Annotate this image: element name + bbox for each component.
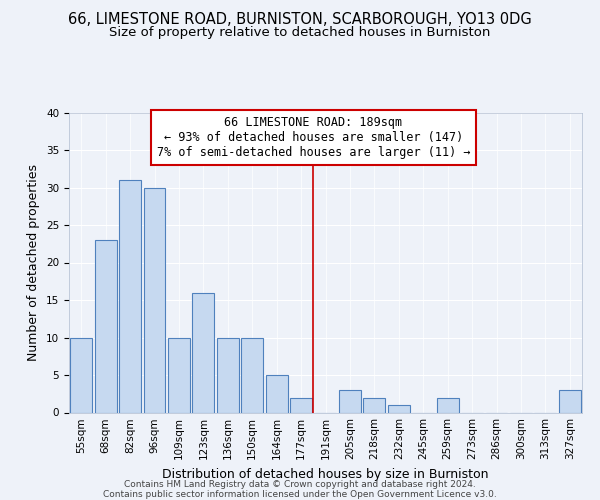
Text: Contains public sector information licensed under the Open Government Licence v3: Contains public sector information licen… <box>103 490 497 499</box>
Bar <box>217 338 239 412</box>
Bar <box>241 338 263 412</box>
Bar <box>70 338 92 412</box>
Bar <box>119 180 141 412</box>
Y-axis label: Number of detached properties: Number of detached properties <box>28 164 40 361</box>
Bar <box>193 292 214 412</box>
X-axis label: Distribution of detached houses by size in Burniston: Distribution of detached houses by size … <box>162 468 489 481</box>
Bar <box>364 398 385 412</box>
Bar <box>266 375 287 412</box>
Bar <box>168 338 190 412</box>
Text: 66 LIMESTONE ROAD: 189sqm
← 93% of detached houses are smaller (147)
7% of semi-: 66 LIMESTONE ROAD: 189sqm ← 93% of detac… <box>157 116 470 160</box>
Bar <box>95 240 116 412</box>
Bar <box>388 405 410 412</box>
Text: Size of property relative to detached houses in Burniston: Size of property relative to detached ho… <box>109 26 491 39</box>
Bar <box>339 390 361 412</box>
Bar <box>559 390 581 412</box>
Text: 66, LIMESTONE ROAD, BURNISTON, SCARBOROUGH, YO13 0DG: 66, LIMESTONE ROAD, BURNISTON, SCARBOROU… <box>68 12 532 28</box>
Bar <box>143 188 166 412</box>
Bar <box>290 398 312 412</box>
Text: Contains HM Land Registry data © Crown copyright and database right 2024.: Contains HM Land Registry data © Crown c… <box>124 480 476 489</box>
Bar <box>437 398 458 412</box>
